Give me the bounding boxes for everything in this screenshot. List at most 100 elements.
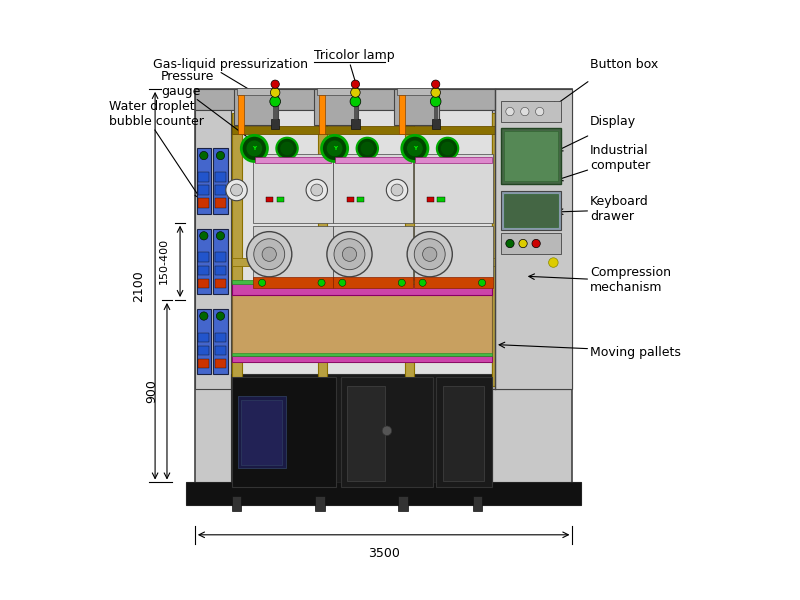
Circle shape <box>478 279 486 286</box>
Bar <box>230 110 492 389</box>
Circle shape <box>402 136 428 161</box>
Bar <box>234 89 278 125</box>
Bar <box>443 386 485 481</box>
Bar <box>198 359 209 368</box>
Bar <box>215 199 226 208</box>
Circle shape <box>200 151 208 160</box>
Circle shape <box>327 232 372 277</box>
Circle shape <box>535 107 544 116</box>
Bar <box>255 157 331 163</box>
Text: 900: 900 <box>146 379 158 403</box>
Text: Keyboard
drawer: Keyboard drawer <box>590 195 649 223</box>
Bar <box>253 154 333 223</box>
Text: Tricolor lamp: Tricolor lamp <box>314 49 394 62</box>
Bar <box>504 194 558 227</box>
Bar <box>232 353 491 356</box>
Text: Y: Y <box>252 146 256 151</box>
Circle shape <box>216 232 225 240</box>
Bar <box>238 95 244 134</box>
Circle shape <box>506 107 514 116</box>
Circle shape <box>382 426 392 436</box>
Bar <box>394 89 438 125</box>
Circle shape <box>318 279 325 286</box>
Bar <box>197 148 211 214</box>
Bar <box>195 110 230 389</box>
Circle shape <box>350 88 360 97</box>
Bar <box>346 197 354 202</box>
Bar <box>198 278 209 288</box>
Bar <box>237 88 275 95</box>
Bar <box>215 359 226 368</box>
Bar <box>198 253 209 262</box>
Bar <box>197 229 211 294</box>
Circle shape <box>357 138 378 159</box>
Circle shape <box>246 232 292 277</box>
Circle shape <box>419 279 426 286</box>
Text: Display: Display <box>590 115 636 128</box>
Bar <box>215 278 226 288</box>
Bar <box>358 197 364 202</box>
Bar <box>215 172 226 182</box>
Circle shape <box>254 239 285 269</box>
Bar <box>334 154 413 223</box>
Bar <box>318 113 327 386</box>
Bar <box>354 104 358 119</box>
Circle shape <box>391 184 403 196</box>
Bar <box>232 259 501 266</box>
Bar <box>198 266 209 275</box>
Bar <box>492 110 572 389</box>
Bar <box>214 229 228 294</box>
Text: 3500: 3500 <box>368 547 400 560</box>
Bar <box>232 288 491 362</box>
Circle shape <box>334 239 365 269</box>
Bar <box>198 185 209 195</box>
Bar <box>198 199 209 208</box>
Bar <box>399 95 405 134</box>
Text: 150-400: 150-400 <box>158 238 169 284</box>
Text: Pressure
gauge: Pressure gauge <box>161 70 214 98</box>
Bar <box>215 266 226 275</box>
Bar <box>232 377 336 487</box>
Circle shape <box>280 141 294 155</box>
Bar <box>414 226 494 279</box>
Bar <box>230 374 492 493</box>
Circle shape <box>338 279 346 286</box>
Circle shape <box>441 141 454 155</box>
Bar <box>334 277 413 288</box>
Bar <box>253 277 333 288</box>
Bar <box>241 400 282 465</box>
Bar <box>215 346 226 355</box>
Circle shape <box>200 312 208 320</box>
Text: Moving pallets: Moving pallets <box>590 346 681 359</box>
Bar <box>215 253 226 262</box>
Circle shape <box>406 140 423 157</box>
Circle shape <box>431 88 441 97</box>
Circle shape <box>350 96 361 107</box>
Bar <box>186 482 582 505</box>
Text: Industrial
computer: Industrial computer <box>590 144 650 172</box>
Circle shape <box>326 140 343 157</box>
Bar <box>438 197 445 202</box>
Circle shape <box>506 239 514 248</box>
Bar <box>277 197 284 202</box>
Text: Y: Y <box>333 146 337 151</box>
Circle shape <box>342 247 357 262</box>
Circle shape <box>549 258 558 268</box>
Bar <box>274 104 277 119</box>
Text: 500: 500 <box>275 184 296 194</box>
Bar <box>214 148 228 214</box>
Circle shape <box>262 247 276 262</box>
Bar <box>434 104 438 119</box>
Bar <box>414 277 494 288</box>
Bar <box>315 496 325 511</box>
Bar <box>232 113 242 386</box>
Bar <box>504 131 558 181</box>
Bar <box>501 191 561 230</box>
Bar <box>491 113 501 386</box>
Bar <box>426 197 434 202</box>
Bar <box>232 280 491 284</box>
Circle shape <box>230 184 242 196</box>
Circle shape <box>322 136 348 161</box>
Bar <box>398 496 408 511</box>
Bar <box>501 128 561 184</box>
